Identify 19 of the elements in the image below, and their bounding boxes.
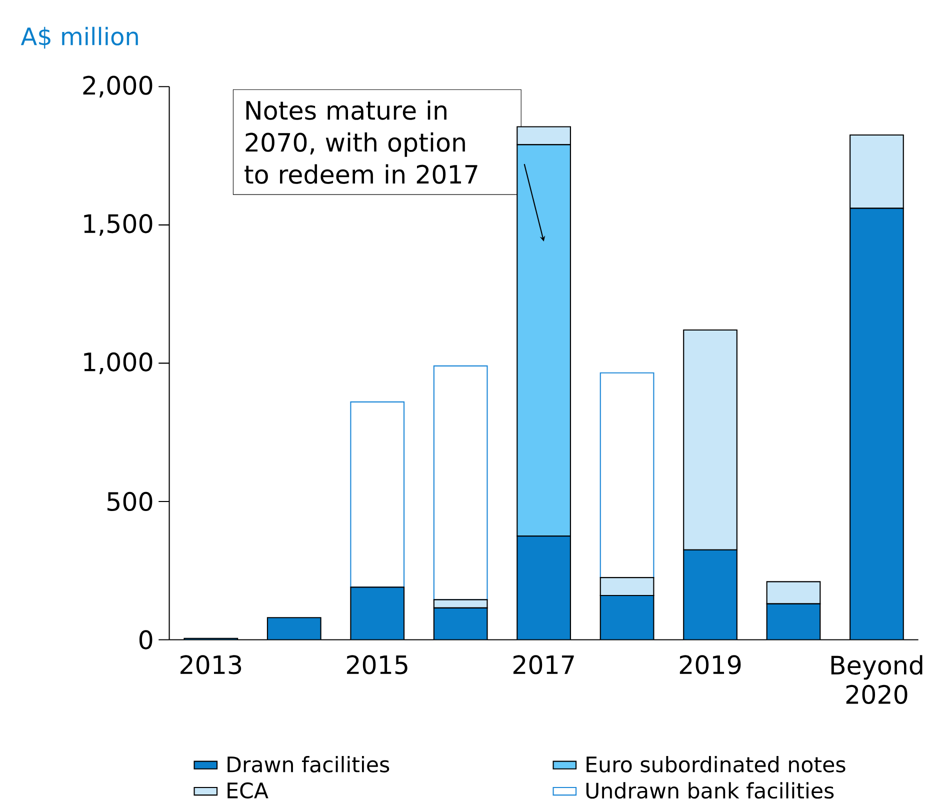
x-tick-label: 2019: [680, 655, 741, 674]
y-tick-label: 0: [139, 630, 152, 650]
y-tick-label: 1,000: [84, 352, 152, 374]
x-tick-label: 2015: [346, 655, 408, 674]
annotation: Notes mature in 2070, with option to redeem in 2017: [244, 100, 478, 184]
y-tick-label: 2,000: [83, 76, 152, 98]
bar: [433, 365, 488, 600]
y-tick-label: 500: [108, 492, 152, 512]
x-tick-label: 2013: [180, 655, 242, 674]
y-tick-label: 1,500: [84, 214, 152, 236]
bar: [350, 401, 405, 588]
legend-label: Euro subordinated notes: [586, 756, 846, 772]
y-axis-title: A$ million: [20, 26, 138, 49]
legend-label: Undrawn bank facilities: [586, 782, 834, 799]
legend-label: ECA: [228, 782, 268, 798]
bar: [600, 372, 654, 578]
legend-label: Drawn facilities: [228, 756, 390, 772]
x-tick-label: 2017: [513, 655, 574, 674]
x-tick-label: Beyond 2020: [831, 655, 922, 704]
